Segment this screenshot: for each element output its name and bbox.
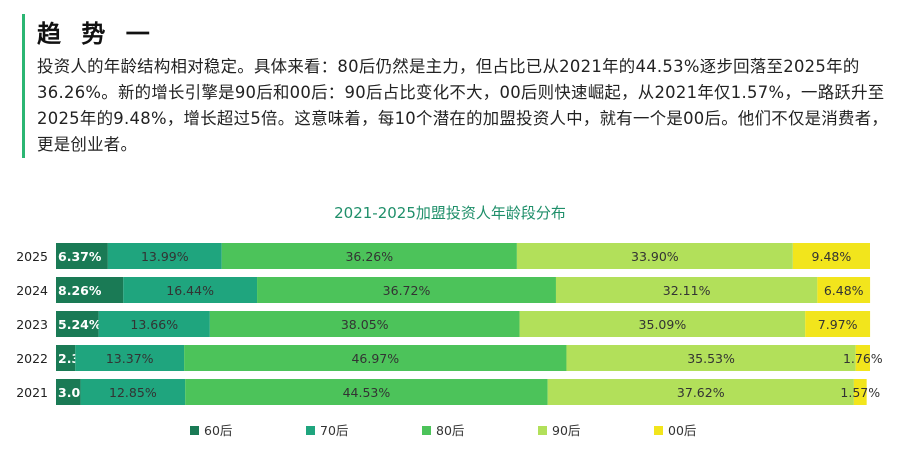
data-label: 33.90% [631,249,679,264]
trend-section: 趋 势 一 投资人的年龄结构相对稳定。具体来看：80后仍然是主力，但占比已从20… [22,14,899,158]
bar-segment [516,243,793,269]
bar-segment [221,243,517,269]
bar-segment [547,379,854,405]
bar-segment [107,243,222,269]
legend-swatch [422,426,431,435]
y-tick-label: 2023 [16,317,48,332]
bar-segment [855,345,870,371]
data-label: 6.48% [824,283,864,298]
y-tick-label: 2021 [16,385,48,400]
bar-segment [792,243,870,269]
data-label: 7.97% [818,317,858,332]
data-label: 46.97% [351,351,399,366]
data-label: 12.85% [109,385,157,400]
legend-label: 70后 [320,423,348,438]
bar-segment [56,243,108,269]
bar-segment [56,379,81,405]
data-label: 36.72% [383,283,431,298]
bar-segment [56,277,124,303]
legend-swatch [190,426,199,435]
bar-segment [519,311,806,337]
legend-label: 90后 [552,423,580,438]
bar-segment [80,379,186,405]
data-label: 38.05% [341,317,389,332]
data-label: 6.37% [58,249,102,264]
y-tick-label: 2024 [16,283,48,298]
legend-swatch [654,426,663,435]
data-label: 1.76% [843,351,883,366]
bar-segment [817,277,871,303]
bar-segment [56,345,76,371]
bar-segment [805,311,871,337]
data-label: 13.66% [130,317,178,332]
legend-label: 60后 [204,423,232,438]
data-label: 44.53% [343,385,391,400]
data-label: 9.48% [812,249,852,264]
data-label: 13.37% [106,351,154,366]
bar-segment [184,345,567,371]
legend-swatch [306,426,315,435]
bar-segment [257,277,556,303]
section-body: 投资人的年龄结构相对稳定。具体来看：80后仍然是主力，但占比已从2021年的44… [37,57,889,154]
bar-segment [209,311,520,337]
data-label: 8.26% [58,283,102,298]
data-label: 35.09% [639,317,687,332]
bar-segment [185,379,548,405]
bar-segment [566,345,856,371]
data-label: 35.53% [687,351,735,366]
data-label: 37.62% [677,385,725,400]
y-tick-label: 2025 [16,249,48,264]
legend-label: 80后 [436,423,464,438]
bar-segment [75,345,185,371]
legend-label: 00后 [668,423,696,438]
bar-segment [555,277,818,303]
data-label: 5.24% [58,317,102,332]
data-label: 13.99% [141,249,189,264]
bar-segment [56,311,99,337]
data-label: 36.26% [345,249,393,264]
bar-segment [98,311,210,337]
data-label: 1.57% [840,385,880,400]
legend-swatch [538,426,547,435]
data-label: 16.44% [166,283,214,298]
bar-segment [123,277,258,303]
age-distribution-chart: 2021-2025加盟投资人年龄段分布 2025 6.37% 13.99% 36.26%… [16,204,883,438]
section-title: 趋 势 一 [37,20,156,48]
data-label: 32.11% [663,283,711,298]
y-tick-label: 2022 [16,351,48,366]
bar-segment [853,379,867,405]
chart-title: 2021-2025加盟投资人年龄段分布 [334,204,566,222]
